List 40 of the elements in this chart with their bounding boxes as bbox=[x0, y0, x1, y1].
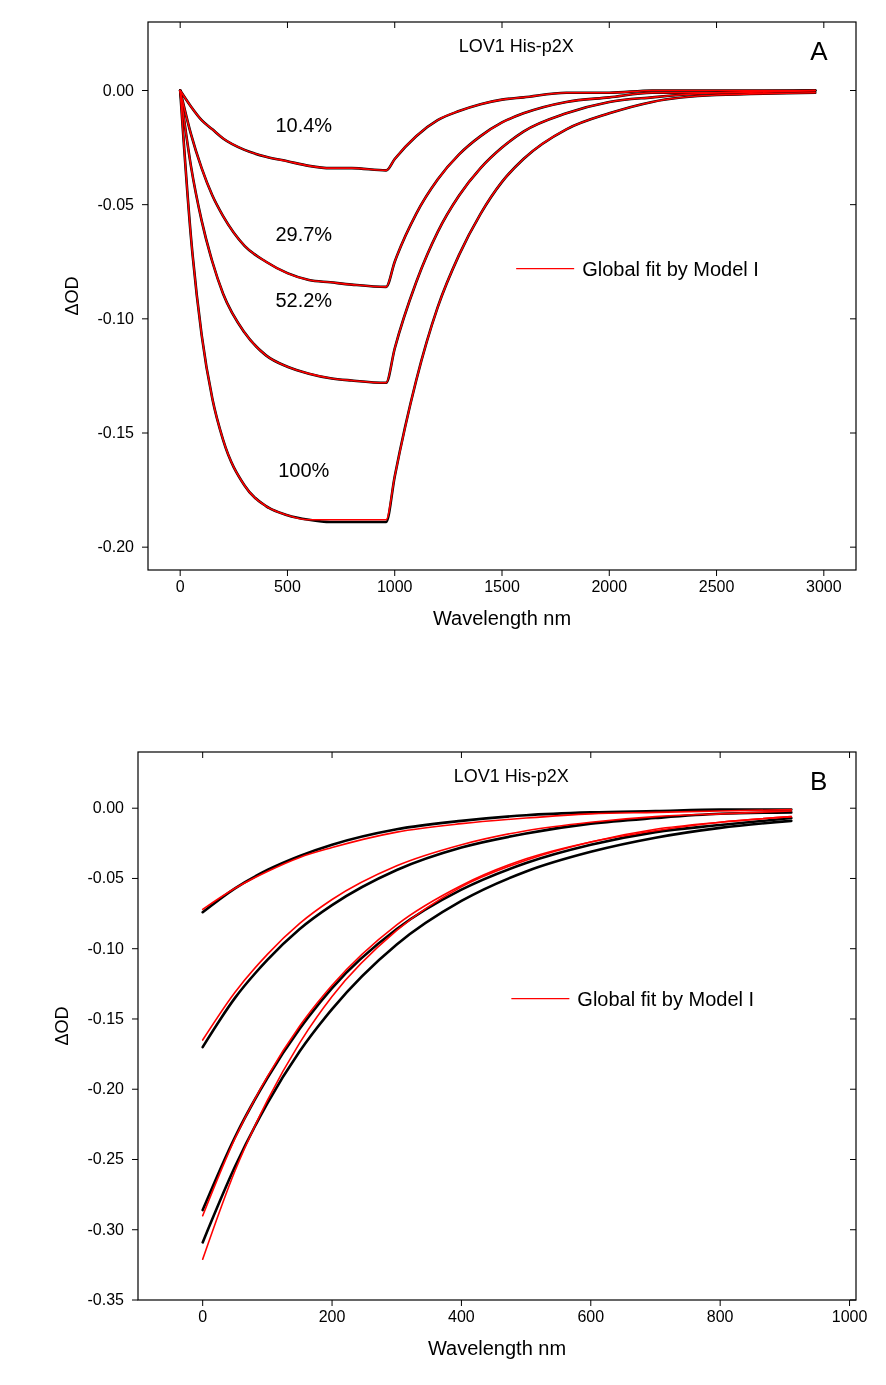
y-tick-label: -0.25 bbox=[87, 1150, 125, 1168]
y-tick-label: -0.20 bbox=[97, 538, 135, 556]
legend-label: Global fit by Model I bbox=[577, 987, 755, 1010]
y-tick-label: 0.00 bbox=[92, 799, 125, 817]
x-tick-label: 1000 bbox=[376, 578, 413, 595]
x-tick-label: 1000 bbox=[831, 1308, 868, 1325]
y-tick-label: -0.10 bbox=[97, 309, 135, 327]
y-tick-label: -0.15 bbox=[97, 424, 135, 441]
x-axis-title: Wavelength nm bbox=[427, 1337, 567, 1359]
y-tick-label: -0.35 bbox=[87, 1291, 125, 1308]
annotation: 10.4% bbox=[275, 113, 333, 136]
y-tick-label: -0.05 bbox=[87, 869, 125, 887]
x-tick-label: 0 bbox=[198, 1308, 208, 1325]
annotation: 52.2% bbox=[275, 288, 333, 311]
x-tick-label: 1500 bbox=[484, 578, 520, 595]
x-tick-label: 800 bbox=[706, 1308, 734, 1325]
y-tick-label: -0.10 bbox=[87, 939, 125, 957]
x-tick-label: 500 bbox=[274, 578, 301, 595]
legend-label: Global fit by Model I bbox=[582, 257, 759, 280]
annotation: A bbox=[810, 36, 829, 67]
x-tick-label: 2000 bbox=[591, 578, 628, 595]
y-axis-title: ΔOD bbox=[62, 276, 82, 316]
y-tick-label: 0.00 bbox=[102, 81, 135, 99]
x-axis-title: Wavelength nm bbox=[432, 607, 572, 629]
x-tick-label: 200 bbox=[318, 1308, 346, 1325]
text: LOV1 His-p2X bbox=[458, 36, 574, 56]
x-tick-label: 2500 bbox=[698, 578, 735, 595]
text: LOV1 His-p2X bbox=[453, 766, 569, 786]
annotation: 29.7% bbox=[275, 223, 333, 246]
annotation: B bbox=[809, 766, 828, 797]
x-tick-label: 3000 bbox=[806, 578, 842, 595]
x-tick-label: 400 bbox=[448, 1308, 475, 1325]
x-tick-label: 600 bbox=[577, 1308, 605, 1325]
annotation: 100% bbox=[278, 458, 330, 481]
x-tick-label: 0 bbox=[175, 578, 185, 595]
y-tick-label: -0.30 bbox=[87, 1220, 125, 1238]
y-tick-label: -0.05 bbox=[97, 195, 135, 213]
y-axis-title: ΔOD bbox=[52, 1006, 72, 1046]
y-tick-label: -0.15 bbox=[87, 1009, 125, 1027]
y-tick-label: -0.20 bbox=[87, 1080, 125, 1098]
